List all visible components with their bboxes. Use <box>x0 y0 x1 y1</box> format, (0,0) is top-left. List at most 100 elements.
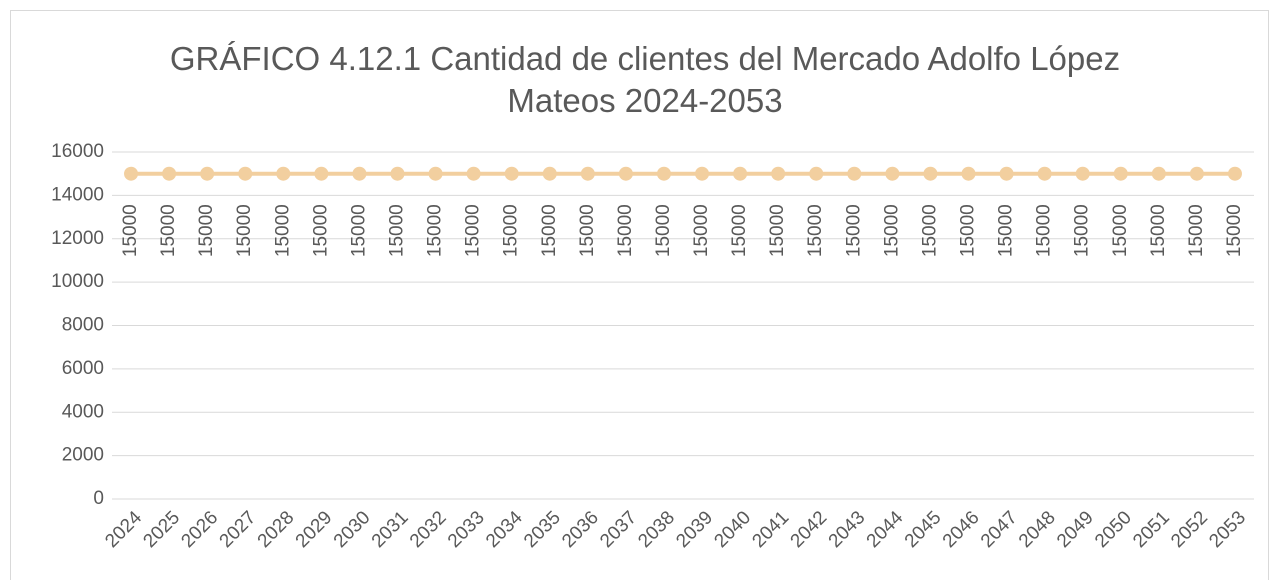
data-label: 15000 <box>272 204 293 257</box>
x-tick-label: 2028 <box>254 507 299 552</box>
data-label: 15000 <box>196 204 217 257</box>
point <box>466 166 481 181</box>
point <box>1113 166 1128 181</box>
data-label: 15000 <box>653 204 674 257</box>
x-tick-label: 2025 <box>139 507 184 552</box>
y-tick-label: 0 <box>93 488 104 509</box>
point <box>504 166 519 181</box>
x-tick-label: 2024 <box>101 507 146 552</box>
data-label: 15000 <box>996 204 1017 257</box>
point <box>695 166 710 181</box>
x-tick-label: 2030 <box>330 507 375 552</box>
x-tick-label: 2031 <box>368 507 413 552</box>
data-label: 15000 <box>691 204 712 257</box>
point <box>618 166 633 181</box>
y-tick-label: 8000 <box>62 315 104 336</box>
x-tick-label: 2050 <box>1091 507 1136 552</box>
y-tick-label: 16000 <box>51 141 104 162</box>
data-label: 15000 <box>463 204 484 257</box>
point <box>580 166 595 181</box>
x-tick-label: 2035 <box>520 507 565 552</box>
data-label: 15000 <box>234 204 255 257</box>
x-tick-label: 2026 <box>178 507 223 552</box>
point <box>1075 166 1090 181</box>
data-label: 15000 <box>310 204 331 257</box>
y-tick-label: 10000 <box>51 271 104 292</box>
point <box>1189 166 1204 181</box>
y-tick-label: 6000 <box>62 358 104 379</box>
data-label: 15000 <box>1186 204 1207 257</box>
x-tick-label: 2037 <box>596 507 641 552</box>
data-label: 15000 <box>501 204 522 257</box>
x-tick-label: 2041 <box>749 507 794 552</box>
point <box>238 166 253 181</box>
x-tick-label: 2043 <box>825 507 870 552</box>
x-tick-label: 2046 <box>939 507 984 552</box>
data-label: 15000 <box>348 204 369 257</box>
point <box>847 166 862 181</box>
x-tick-label: 2048 <box>1015 507 1060 552</box>
data-label: 15000 <box>767 204 788 257</box>
point <box>809 166 824 181</box>
point <box>1227 166 1242 181</box>
data-label: 15000 <box>615 204 636 257</box>
point <box>428 166 443 181</box>
data-label: 15000 <box>387 204 408 257</box>
x-tick-label: 2034 <box>482 507 527 552</box>
data-label: 15000 <box>1034 204 1055 257</box>
x-tick-label: 2036 <box>558 507 603 552</box>
data-label: 15000 <box>843 204 864 257</box>
x-tick-label: 2053 <box>1205 507 1250 552</box>
y-tick-label: 2000 <box>62 445 104 466</box>
data-label: 15000 <box>1072 204 1093 257</box>
x-tick-label: 2049 <box>1053 507 1098 552</box>
point <box>200 166 215 181</box>
chart-title: GRÁFICO 4.12.1 Cantidad de clientes del … <box>169 40 1121 119</box>
x-tick-label: 2039 <box>672 507 717 552</box>
point <box>124 166 139 181</box>
point <box>314 166 329 181</box>
point <box>390 166 405 181</box>
y-tick-label: 12000 <box>51 228 104 249</box>
x-tick-label: 2032 <box>406 507 451 552</box>
y-tick-label: 14000 <box>51 184 104 205</box>
point <box>162 166 177 181</box>
data-label: 15000 <box>120 204 141 257</box>
point <box>542 166 557 181</box>
x-tick-label: 2040 <box>710 507 755 552</box>
point <box>923 166 938 181</box>
data-label: 15000 <box>919 204 940 257</box>
point <box>1151 166 1166 181</box>
chart-frame <box>10 10 1269 580</box>
point <box>885 166 900 181</box>
x-tick-label: 2033 <box>444 507 489 552</box>
point <box>352 166 367 181</box>
data-label: 15000 <box>158 204 179 257</box>
data-label: 15000 <box>577 204 598 257</box>
data-label: 15000 <box>729 204 750 257</box>
point <box>961 166 976 181</box>
data-label: 15000 <box>1148 204 1169 257</box>
x-tick-label: 2045 <box>901 507 946 552</box>
point <box>999 166 1014 181</box>
x-tick-label: 2042 <box>787 507 832 552</box>
point <box>656 166 671 181</box>
data-label: 15000 <box>539 204 560 257</box>
x-tick-label: 2027 <box>216 507 261 552</box>
x-tick-label: 2047 <box>977 507 1022 552</box>
point <box>771 166 786 181</box>
data-label: 15000 <box>1110 204 1131 257</box>
data-label: 15000 <box>881 204 902 257</box>
y-tick-label: 4000 <box>62 401 104 422</box>
x-tick-label: 2044 <box>863 507 908 552</box>
point <box>276 166 291 181</box>
x-tick-label: 2051 <box>1129 507 1174 552</box>
x-tick-label: 2038 <box>634 507 679 552</box>
x-tick-label: 2029 <box>292 507 337 552</box>
point <box>733 166 748 181</box>
data-label: 15000 <box>425 204 446 257</box>
x-tick-label: 2052 <box>1167 507 1212 552</box>
point <box>1037 166 1052 181</box>
